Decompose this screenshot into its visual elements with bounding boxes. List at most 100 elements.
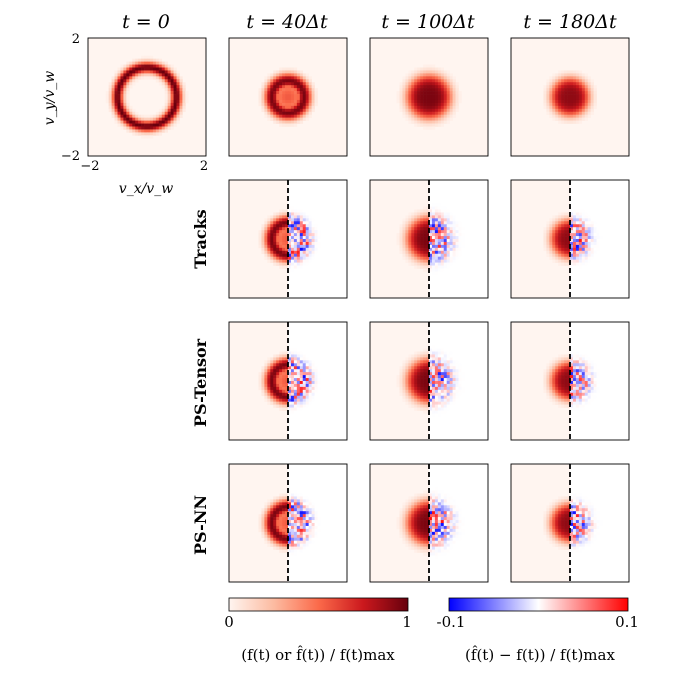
heatmap-cell: [417, 120, 421, 124]
heatmap-cell: [305, 292, 309, 296]
heatmap-cell: [470, 277, 474, 281]
heatmap-cell: [614, 194, 618, 198]
heatmap-cell: [467, 239, 471, 243]
heatmap-cell: [170, 76, 174, 80]
heatmap-cell: [455, 280, 459, 284]
heatmap-cell: [590, 265, 594, 269]
heatmap-cell: [431, 280, 436, 284]
heatmap-cell: [305, 383, 309, 388]
heatmap-cell: [279, 381, 283, 385]
heatmap-cell: [593, 180, 597, 184]
heatmap-cell: [276, 259, 280, 263]
heatmap-cell: [590, 188, 594, 193]
heatmap-cell: [335, 256, 339, 260]
heatmap-cell: [434, 67, 439, 71]
heatmap-cell: [341, 224, 345, 228]
heatmap-cell: [335, 354, 339, 358]
heatmap-cell: [164, 123, 168, 127]
heatmap-cell: [323, 197, 327, 201]
heatmap-cell: [575, 259, 580, 263]
heatmap-cell: [317, 381, 321, 385]
heatmap-cell: [452, 180, 456, 184]
heatmap-cell: [587, 283, 591, 287]
heatmap-cell: [461, 191, 465, 196]
heatmap-cell: [276, 70, 280, 74]
heatmap-cell: [117, 91, 121, 95]
heatmap-cell: [543, 233, 547, 237]
heatmap-cell: [290, 357, 295, 361]
heatmap-cell: [279, 233, 283, 237]
heatmap-cell: [417, 70, 421, 74]
heatmap-cell: [308, 253, 312, 257]
heatmap-cell: [567, 117, 571, 121]
heatmap-cell: [308, 256, 312, 260]
heatmap-cell: [552, 102, 556, 107]
heatmap-cell: [479, 265, 483, 269]
heatmap-cell: [279, 218, 283, 222]
heatmap-cell: [320, 330, 324, 335]
heatmap-cell: [276, 256, 280, 260]
heatmap-cell: [623, 224, 627, 228]
heatmap-cell: [120, 79, 124, 83]
heatmap-cell: [567, 215, 571, 219]
heatmap-cell: [279, 378, 283, 382]
heatmap-cell: [461, 277, 465, 281]
heatmap-cell: [434, 85, 439, 89]
heatmap-cell: [170, 70, 174, 74]
heatmap-cell: [344, 188, 348, 193]
heatmap-cell: [584, 88, 588, 92]
heatmap-cell: [302, 324, 306, 329]
heatmap-cell: [288, 283, 292, 287]
heatmap-cell: [429, 188, 433, 193]
heatmap-cell: [267, 79, 271, 83]
heatmap-cell: [587, 236, 591, 240]
heatmap-cell: [141, 67, 145, 71]
heatmap-cell: [305, 94, 309, 98]
heatmap-cell: [155, 117, 160, 121]
heatmap-cell: [308, 212, 312, 216]
heatmap-cell: [614, 197, 618, 201]
heatmap-cell: [329, 209, 333, 213]
heatmap-cell: [308, 91, 312, 95]
heatmap-cell: [455, 268, 459, 272]
heatmap-cell: [408, 244, 412, 249]
heatmap-cell: [132, 70, 136, 74]
heatmap-cell: [620, 203, 624, 207]
heatmap-cell: [572, 206, 577, 210]
heatmap-cell: [596, 185, 600, 190]
heatmap-cell: [402, 111, 406, 115]
heatmap-cell: [290, 194, 295, 198]
heatmap-cell: [329, 392, 333, 397]
heatmap-cell: [543, 85, 547, 89]
heatmap-cell: [611, 180, 615, 184]
heatmap-cell: [614, 244, 618, 249]
heatmap-cell: [308, 209, 312, 213]
heatmap-cell: [593, 188, 597, 193]
heatmap-cell: [261, 108, 265, 113]
heatmap-cell: [267, 259, 271, 263]
heatmap-cell: [314, 378, 318, 382]
heatmap-cell: [126, 76, 130, 80]
heatmap-cell: [288, 73, 292, 77]
heatmap-cell: [414, 99, 418, 104]
heatmap-cell: [138, 114, 142, 118]
heatmap-cell: [261, 233, 265, 237]
heatmap-cell: [311, 239, 315, 243]
heatmap-cell: [341, 271, 345, 275]
heatmap-cell: [593, 274, 597, 278]
heatmap-cell: [296, 111, 301, 115]
heatmap-cell: [555, 94, 559, 98]
heatmap-cell: [614, 268, 618, 272]
heatmap-cell: [431, 241, 436, 246]
heatmap-cell: [446, 280, 450, 284]
heatmap-cell: [258, 375, 262, 379]
heatmap-cell: [323, 354, 327, 358]
heatmap-cell: [479, 230, 483, 234]
heatmap-cell: [429, 236, 433, 240]
panel-tracks-t40: [228, 179, 348, 299]
heatmap-cell: [581, 209, 586, 213]
heatmap-cell: [482, 271, 486, 275]
heatmap-cell: [396, 94, 400, 98]
heatmap-cell: [296, 244, 301, 249]
heatmap-cell: [179, 91, 183, 95]
